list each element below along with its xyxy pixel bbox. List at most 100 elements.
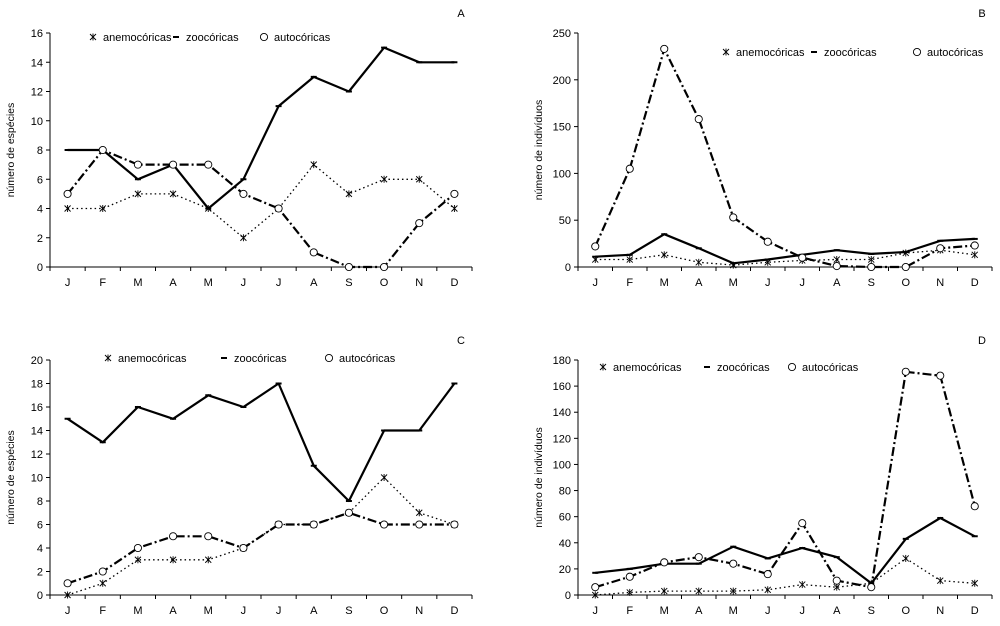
x-tick-label: M (660, 605, 669, 617)
panel-letter: A (457, 8, 465, 20)
x-tick-label: J (65, 277, 71, 289)
x-tick-label: J (800, 605, 806, 617)
legend-label: autocóricas (274, 32, 331, 44)
series-dot (591, 554, 979, 599)
data-point-marker (867, 583, 876, 592)
data-point-marker (133, 543, 142, 553)
x-tick-label: A (169, 605, 177, 617)
x-tick-label: F (626, 605, 633, 617)
data-point-marker (660, 558, 669, 567)
x-tick-label: A (169, 277, 177, 289)
data-point-marker (63, 579, 72, 588)
data-point-marker (936, 577, 944, 585)
y-tick-label: 16 (31, 402, 43, 414)
data-point-marker (204, 160, 213, 169)
data-point-marker (380, 175, 388, 183)
y-tick-label: 16 (31, 28, 43, 40)
y-tick-label: 0 (37, 262, 43, 274)
data-point-marker (694, 115, 703, 124)
x-tick-label: F (99, 277, 106, 289)
x-tick-label: A (310, 277, 318, 289)
series-line (67, 511, 455, 585)
data-point-marker (832, 576, 841, 585)
y-tick-label: 6 (37, 520, 43, 532)
data-point-marker (169, 532, 178, 541)
data-point-marker (867, 262, 876, 272)
series-line (66, 148, 456, 269)
y-tick-label: 12 (31, 449, 43, 461)
data-point-marker (169, 160, 178, 169)
data-point-marker (901, 262, 910, 272)
data-point-marker (134, 556, 142, 564)
x-tick-label: J (241, 605, 247, 617)
data-point-marker (344, 262, 353, 272)
y-tick-label: 120 (553, 433, 571, 445)
legend-entry: autocóricas (324, 353, 396, 365)
data-point-marker (99, 205, 107, 212)
data-point-marker (867, 256, 875, 264)
data-point-marker (729, 559, 738, 568)
legend-label: anemocóricas (103, 32, 172, 44)
x-tick-label: M (729, 605, 738, 617)
data-point-marker (591, 591, 599, 599)
y-tick-label: 180 (553, 355, 571, 367)
data-point-marker (591, 583, 600, 592)
data-point-marker (660, 587, 668, 595)
legend-marker (89, 33, 97, 41)
y-tick-label: 4 (37, 543, 43, 555)
x-tick-label: A (695, 277, 703, 289)
series-line (595, 233, 975, 265)
y-tick-label: 18 (31, 379, 43, 391)
x-tick-label: J (800, 277, 806, 289)
y-tick-label: 8 (37, 145, 43, 157)
series-solid (64, 382, 458, 503)
y-tick-label: 0 (37, 590, 43, 602)
data-point-marker (380, 262, 389, 272)
data-point-marker (625, 572, 634, 581)
x-tick-label: M (729, 277, 738, 289)
x-tick-label: M (204, 277, 213, 289)
y-tick-label: 20 (31, 355, 43, 367)
series-solid (592, 233, 978, 265)
legend-label: anemocóricas (736, 47, 805, 59)
x-tick-label: M (133, 277, 142, 289)
data-point-marker (309, 248, 318, 257)
data-point-marker (451, 205, 458, 212)
x-tick-label: A (833, 277, 841, 289)
series-line (66, 382, 456, 503)
data-point-marker (239, 189, 248, 198)
data-point-marker (63, 189, 72, 198)
legend-label: autocóricas (927, 47, 984, 59)
data-point-marker (450, 520, 459, 529)
series-solid (64, 46, 458, 210)
y-tick-label: 0 (565, 262, 571, 274)
x-tick-label: O (901, 277, 910, 289)
data-point-marker (591, 242, 600, 251)
y-tick-label: 100 (553, 168, 571, 180)
data-point-marker (970, 502, 979, 511)
y-axis-title: número de indivíduos (533, 427, 545, 527)
series-dashdot (591, 44, 979, 272)
y-tick-label: 140 (553, 407, 571, 419)
legend-label: zoocóricas (186, 32, 239, 44)
data-point-marker (204, 532, 213, 541)
legend-marker (104, 354, 112, 362)
data-point-marker (625, 164, 634, 173)
legend-label: autocóricas (339, 353, 396, 365)
data-point-marker (694, 553, 703, 562)
data-point-marker (833, 256, 841, 264)
x-tick-label: J (276, 605, 282, 617)
x-tick-label: N (936, 277, 944, 289)
y-tick-label: 10 (31, 116, 43, 128)
data-point-marker (345, 190, 353, 198)
data-point-marker (64, 205, 71, 212)
series-line (594, 47, 975, 269)
data-point-marker (763, 570, 772, 579)
data-point-marker (380, 474, 388, 481)
y-tick-label: 200 (553, 75, 571, 87)
x-tick-label: S (345, 605, 352, 617)
x-tick-label: J (593, 605, 599, 617)
y-tick-label: 160 (553, 381, 571, 393)
y-tick-label: 80 (559, 486, 571, 498)
y-tick-label: 6 (37, 174, 43, 186)
